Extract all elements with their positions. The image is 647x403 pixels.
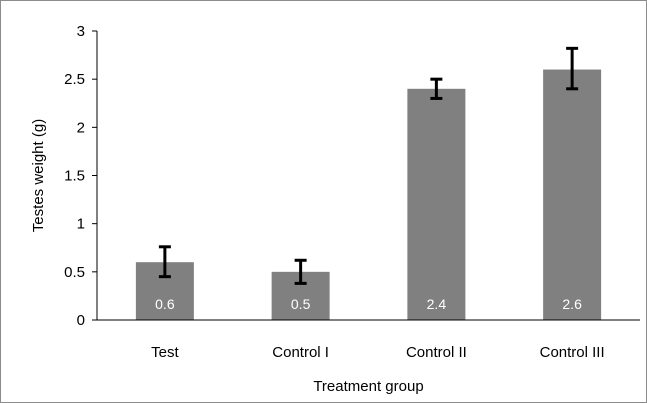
data-labels-group: 0.6 0.5 2.4 2.6 bbox=[155, 296, 582, 312]
x-tick-label: Control I bbox=[272, 344, 329, 361]
bar-data-label: 2.6 bbox=[562, 296, 582, 312]
bar-data-label: 0.5 bbox=[291, 296, 311, 312]
y-tick-label: 1 bbox=[77, 216, 85, 233]
bar bbox=[407, 88, 466, 320]
x-axis-title: Treatment group bbox=[313, 378, 423, 395]
y-tick-label: 2.5 bbox=[64, 71, 85, 88]
bar bbox=[543, 69, 602, 321]
error-bars-group bbox=[158, 46, 579, 285]
x-tick-label: Test bbox=[151, 344, 179, 361]
bars-group bbox=[135, 69, 602, 321]
y-tick-label: 0.5 bbox=[64, 264, 85, 281]
y-tick-label: 1.5 bbox=[64, 168, 85, 185]
y-axis-ticks: 0 0.5 1 1.5 2 2.5 3 bbox=[64, 23, 97, 329]
y-axis-title: Testes weight (g) bbox=[30, 119, 47, 232]
bar-data-label: 0.6 bbox=[155, 296, 175, 312]
x-tick-label: Control II bbox=[406, 344, 467, 361]
x-tick-label: Control III bbox=[540, 344, 605, 361]
y-tick-label: 2 bbox=[77, 119, 85, 136]
bar-data-label: 2.4 bbox=[427, 296, 447, 312]
x-axis-ticks: Test Control I Control II Control III bbox=[151, 344, 605, 361]
y-tick-label: 3 bbox=[77, 23, 85, 40]
y-tick-label: 0 bbox=[77, 312, 85, 329]
